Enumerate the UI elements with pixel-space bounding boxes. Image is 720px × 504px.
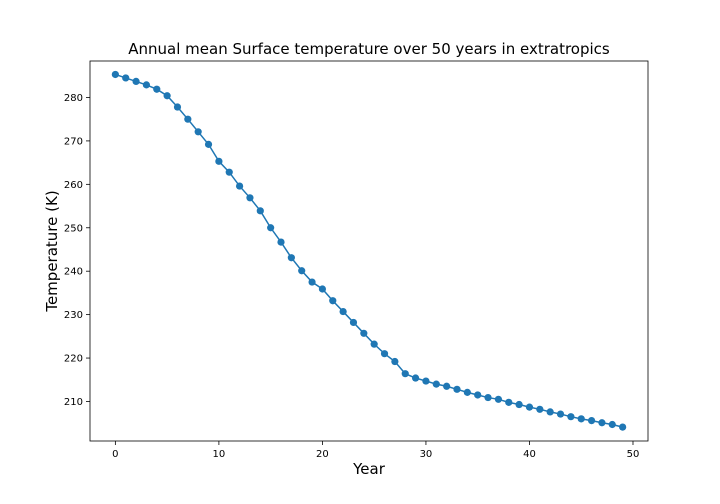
data-point [494,395,503,403]
data-point [391,357,399,366]
x-axis: 0 10 20 30 40 50 [112,441,639,460]
data-point [598,419,606,427]
data-point [536,405,544,413]
data-point [515,400,523,409]
data-point [163,92,171,100]
x-axis-label: Year [352,460,386,478]
plot-frame [89,60,649,442]
data-point [215,157,223,165]
data-point [184,115,192,123]
data-point [360,329,368,337]
x-tick-label: 20 [316,449,329,460]
data-point [577,415,585,423]
data-point [153,85,161,93]
chart-title: Annual mean Surface temperature over 50 … [128,40,610,58]
y-tick-label: 210 [64,397,83,408]
data-point [443,382,451,390]
data-point [608,420,616,429]
data-point [204,140,213,148]
data-point [298,267,306,275]
data-point [339,307,347,316]
series-line [115,73,623,428]
y-tick-label: 260 [64,180,83,191]
y-tick-label: 270 [64,136,83,147]
data-point [246,194,254,202]
data-point [277,238,285,246]
data-point [349,318,358,327]
data-point [287,254,295,262]
data-point [422,377,430,385]
data-point [111,70,119,79]
data-point [235,182,244,190]
y-axis-label: Temperature (K) [43,190,61,312]
data-point [308,278,316,286]
data-point [267,224,275,232]
data-point [122,74,130,82]
data-point [525,403,534,411]
data-point [432,380,440,388]
data-point [463,388,471,396]
plot-area: 0 10 20 30 40 50 210 220 230 240 250 260 270 280 [64,60,649,460]
x-tick-label: 0 [112,449,118,460]
x-tick-label: 40 [523,449,536,460]
data-point [329,297,337,305]
y-axis: 210 220 230 240 250 260 270 280 [64,93,90,408]
data-point [619,423,627,431]
data-point [505,398,513,406]
data-point [411,374,420,382]
x-tick-label: 30 [420,449,433,460]
data-point [318,285,327,293]
data-point [474,391,482,399]
y-tick-label: 220 [64,354,83,365]
data-point [546,408,554,416]
data-point [484,393,492,402]
y-tick-label: 280 [64,93,83,104]
data-point [173,103,182,111]
data-point [142,81,151,89]
y-tick-label: 240 [64,267,83,278]
data-point [587,416,596,425]
data-point [556,410,565,418]
y-tick-label: 250 [64,223,83,234]
data-point [194,128,202,136]
series-points [111,70,627,431]
data-point [132,77,140,86]
data-point [401,370,409,378]
data-point [453,385,461,393]
y-tick-label: 230 [64,310,83,321]
data-point [370,340,378,348]
data-point [380,350,389,358]
data-point [567,413,575,421]
data-point [225,168,233,176]
x-tick-label: 50 [627,449,640,460]
x-tick-label: 10 [213,449,226,460]
data-point [256,207,264,215]
